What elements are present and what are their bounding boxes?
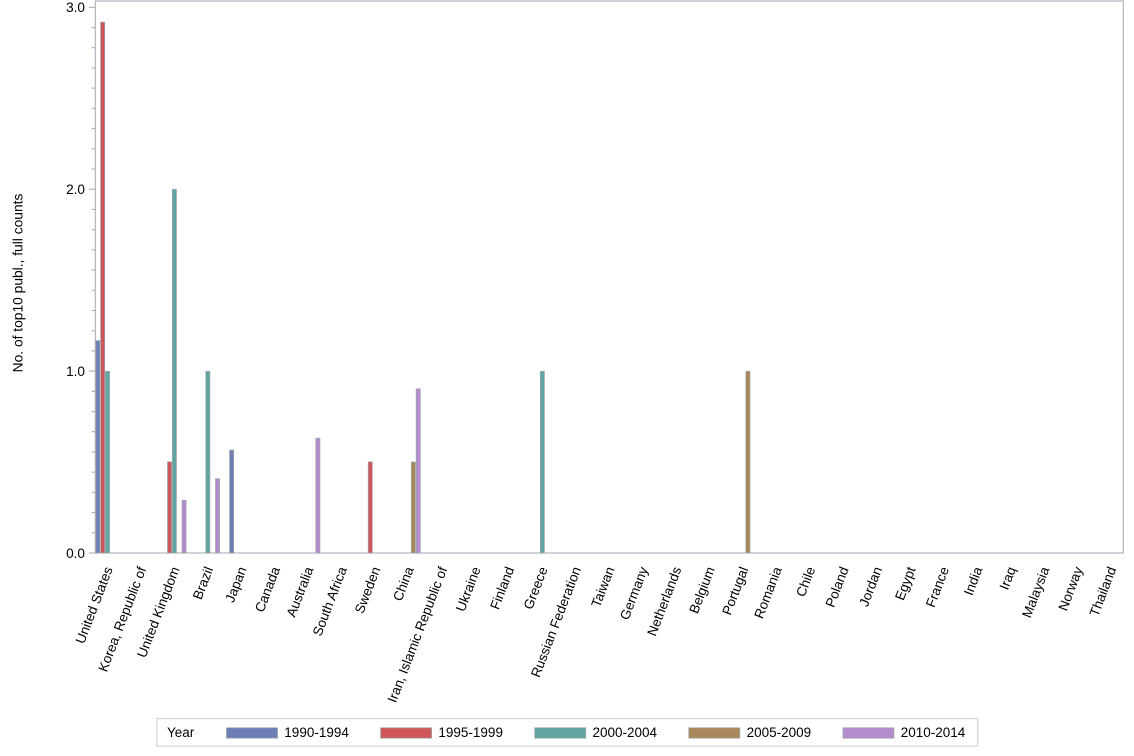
svg-text:2000-2004: 2000-2004 bbox=[593, 725, 658, 740]
svg-text:No. of top10 publ., full count: No. of top10 publ., full counts bbox=[10, 194, 25, 373]
svg-text:2010-2014: 2010-2014 bbox=[901, 725, 966, 740]
svg-text:1995-1999: 1995-1999 bbox=[438, 725, 503, 740]
svg-text:3.0: 3.0 bbox=[66, 0, 85, 15]
svg-text:Year: Year bbox=[167, 725, 195, 740]
svg-text:2.0: 2.0 bbox=[66, 182, 85, 197]
svg-text:1990-1994: 1990-1994 bbox=[284, 725, 349, 740]
svg-text:1.0: 1.0 bbox=[66, 364, 85, 379]
svg-text:2005-2009: 2005-2009 bbox=[747, 725, 812, 740]
svg-text:0.0: 0.0 bbox=[66, 546, 85, 561]
